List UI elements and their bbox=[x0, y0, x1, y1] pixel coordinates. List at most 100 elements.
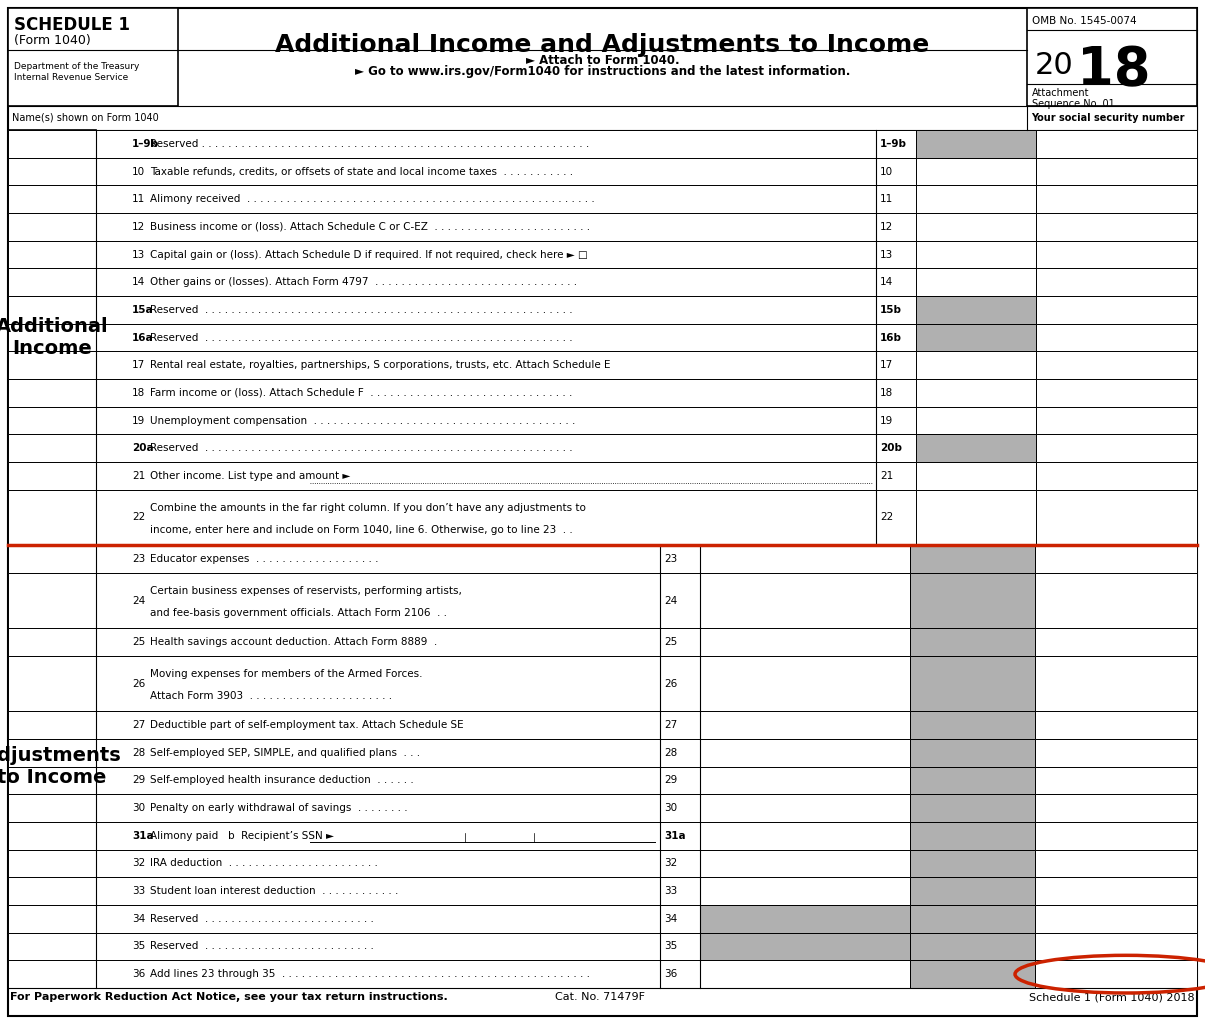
Text: Capital gain or (loss). Attach Schedule D if required. If not required, check he: Capital gain or (loss). Attach Schedule … bbox=[149, 250, 588, 259]
Bar bbox=[8, 850, 1197, 878]
Text: 14: 14 bbox=[133, 278, 146, 287]
Text: 26: 26 bbox=[664, 679, 677, 688]
Bar bbox=[1035, 905, 1197, 933]
Bar bbox=[910, 572, 1035, 628]
Bar bbox=[8, 130, 1197, 158]
Bar bbox=[8, 296, 1197, 324]
Text: 18: 18 bbox=[133, 388, 146, 398]
Bar bbox=[700, 822, 910, 850]
Text: Business income or (loss). Attach Schedule C or C-EZ  . . . . . . . . . . . . . : Business income or (loss). Attach Schedu… bbox=[149, 222, 590, 231]
Bar bbox=[8, 324, 1197, 351]
Bar bbox=[910, 655, 1035, 712]
Text: 20b: 20b bbox=[880, 443, 903, 454]
Bar bbox=[1035, 795, 1197, 822]
Bar bbox=[8, 822, 1197, 850]
Bar bbox=[916, 296, 1036, 324]
Bar bbox=[8, 407, 1197, 434]
Text: 19: 19 bbox=[880, 416, 893, 426]
Bar bbox=[1036, 489, 1197, 545]
Text: 10: 10 bbox=[133, 167, 145, 176]
Text: Schedule 1 (Form 1040) 2018: Schedule 1 (Form 1040) 2018 bbox=[1029, 992, 1195, 1002]
Bar bbox=[700, 712, 910, 739]
Bar bbox=[1035, 628, 1197, 655]
Text: Certain business expenses of reservists, performing artists,: Certain business expenses of reservists,… bbox=[149, 586, 462, 596]
Text: Additional
Income: Additional Income bbox=[0, 317, 108, 358]
Text: Reserved  . . . . . . . . . . . . . . . . . . . . . . . . . . . . . . . . . . . : Reserved . . . . . . . . . . . . . . . .… bbox=[149, 443, 572, 454]
Text: For Paperwork Reduction Act Notice, see your tax return instructions.: For Paperwork Reduction Act Notice, see … bbox=[10, 992, 448, 1002]
Text: Your social security number: Your social security number bbox=[1031, 113, 1185, 123]
Bar bbox=[1036, 324, 1197, 351]
Bar bbox=[700, 878, 910, 905]
Text: and fee-basis government officials. Attach Form 2106  . .: and fee-basis government officials. Atta… bbox=[149, 607, 447, 617]
Bar bbox=[1035, 572, 1197, 628]
Bar bbox=[1036, 407, 1197, 434]
Text: 23: 23 bbox=[133, 554, 146, 564]
Text: Taxable refunds, credits, or offsets of state and local income taxes  . . . . . : Taxable refunds, credits, or offsets of … bbox=[149, 167, 574, 176]
Bar bbox=[1036, 268, 1197, 296]
Bar bbox=[8, 462, 1197, 489]
Bar bbox=[1036, 379, 1197, 407]
Text: Reserved  . . . . . . . . . . . . . . . . . . . . . . . . . .: Reserved . . . . . . . . . . . . . . . .… bbox=[149, 913, 374, 924]
Text: 31a: 31a bbox=[133, 830, 153, 841]
Text: Adjustments
to Income: Adjustments to Income bbox=[0, 746, 122, 787]
Text: Other income. List type and amount ►: Other income. List type and amount ► bbox=[149, 471, 351, 481]
Text: 22: 22 bbox=[880, 512, 893, 522]
Bar bbox=[1036, 213, 1197, 241]
Text: 17: 17 bbox=[133, 360, 146, 371]
Text: Deductible part of self-employment tax. Attach Schedule SE: Deductible part of self-employment tax. … bbox=[149, 720, 464, 730]
Bar bbox=[1035, 850, 1197, 878]
Text: 16a: 16a bbox=[133, 333, 153, 343]
Text: 34: 34 bbox=[664, 913, 677, 924]
Text: 27: 27 bbox=[133, 720, 146, 730]
Text: Unemployment compensation  . . . . . . . . . . . . . . . . . . . . . . . . . . .: Unemployment compensation . . . . . . . … bbox=[149, 416, 575, 426]
Text: 30: 30 bbox=[133, 803, 145, 813]
Bar bbox=[8, 795, 1197, 822]
Text: 11: 11 bbox=[880, 195, 893, 204]
Bar bbox=[8, 739, 1197, 767]
Bar bbox=[8, 628, 1197, 655]
Text: 33: 33 bbox=[664, 886, 677, 896]
Bar bbox=[8, 130, 96, 545]
Bar bbox=[8, 8, 178, 106]
Text: 33: 33 bbox=[133, 886, 146, 896]
Text: 11: 11 bbox=[133, 195, 146, 204]
Bar bbox=[916, 407, 1036, 434]
Text: 26: 26 bbox=[133, 679, 146, 688]
Bar bbox=[8, 655, 1197, 712]
Text: 18: 18 bbox=[880, 388, 893, 398]
Bar bbox=[8, 158, 1197, 185]
Bar bbox=[8, 767, 1197, 795]
Bar bbox=[1035, 961, 1197, 988]
Text: 24: 24 bbox=[133, 596, 146, 605]
Bar bbox=[1036, 351, 1197, 379]
Bar bbox=[700, 961, 910, 988]
Bar bbox=[8, 434, 1197, 462]
Text: Cat. No. 71479F: Cat. No. 71479F bbox=[556, 992, 645, 1002]
Text: 13: 13 bbox=[880, 250, 893, 259]
Text: 24: 24 bbox=[664, 596, 677, 605]
Bar bbox=[1035, 545, 1197, 572]
Text: Attach Form 3903  . . . . . . . . . . . . . . . . . . . . . .: Attach Form 3903 . . . . . . . . . . . .… bbox=[149, 691, 392, 700]
Text: Moving expenses for members of the Armed Forces.: Moving expenses for members of the Armed… bbox=[149, 669, 423, 679]
Text: (Form 1040): (Form 1040) bbox=[14, 34, 90, 47]
Text: Additional Income and Adjustments to Income: Additional Income and Adjustments to Inc… bbox=[276, 33, 929, 57]
Text: 1–9b: 1–9b bbox=[880, 139, 907, 148]
Bar bbox=[700, 739, 910, 767]
Text: 29: 29 bbox=[664, 775, 677, 785]
Text: 30: 30 bbox=[664, 803, 677, 813]
Bar bbox=[8, 545, 1197, 572]
Bar bbox=[916, 489, 1036, 545]
Text: Self-employed health insurance deduction  . . . . . .: Self-employed health insurance deduction… bbox=[149, 775, 413, 785]
Text: 35: 35 bbox=[133, 941, 146, 951]
Text: Attachment: Attachment bbox=[1031, 88, 1089, 98]
Text: Reserved  . . . . . . . . . . . . . . . . . . . . . . . . . . . . . . . . . . . : Reserved . . . . . . . . . . . . . . . .… bbox=[149, 333, 572, 343]
Bar bbox=[8, 712, 1197, 739]
Text: 31a: 31a bbox=[664, 830, 686, 841]
Text: Reserved  . . . . . . . . . . . . . . . . . . . . . . . . . . . . . . . . . . . : Reserved . . . . . . . . . . . . . . . .… bbox=[149, 305, 572, 315]
Bar bbox=[700, 850, 910, 878]
Text: Reserved . . . . . . . . . . . . . . . . . . . . . . . . . . . . . . . . . . . .: Reserved . . . . . . . . . . . . . . . .… bbox=[149, 139, 589, 148]
Bar bbox=[1035, 739, 1197, 767]
Text: ► Attach to Form 1040.: ► Attach to Form 1040. bbox=[525, 53, 680, 67]
Bar bbox=[916, 185, 1036, 213]
Text: 25: 25 bbox=[133, 637, 146, 647]
